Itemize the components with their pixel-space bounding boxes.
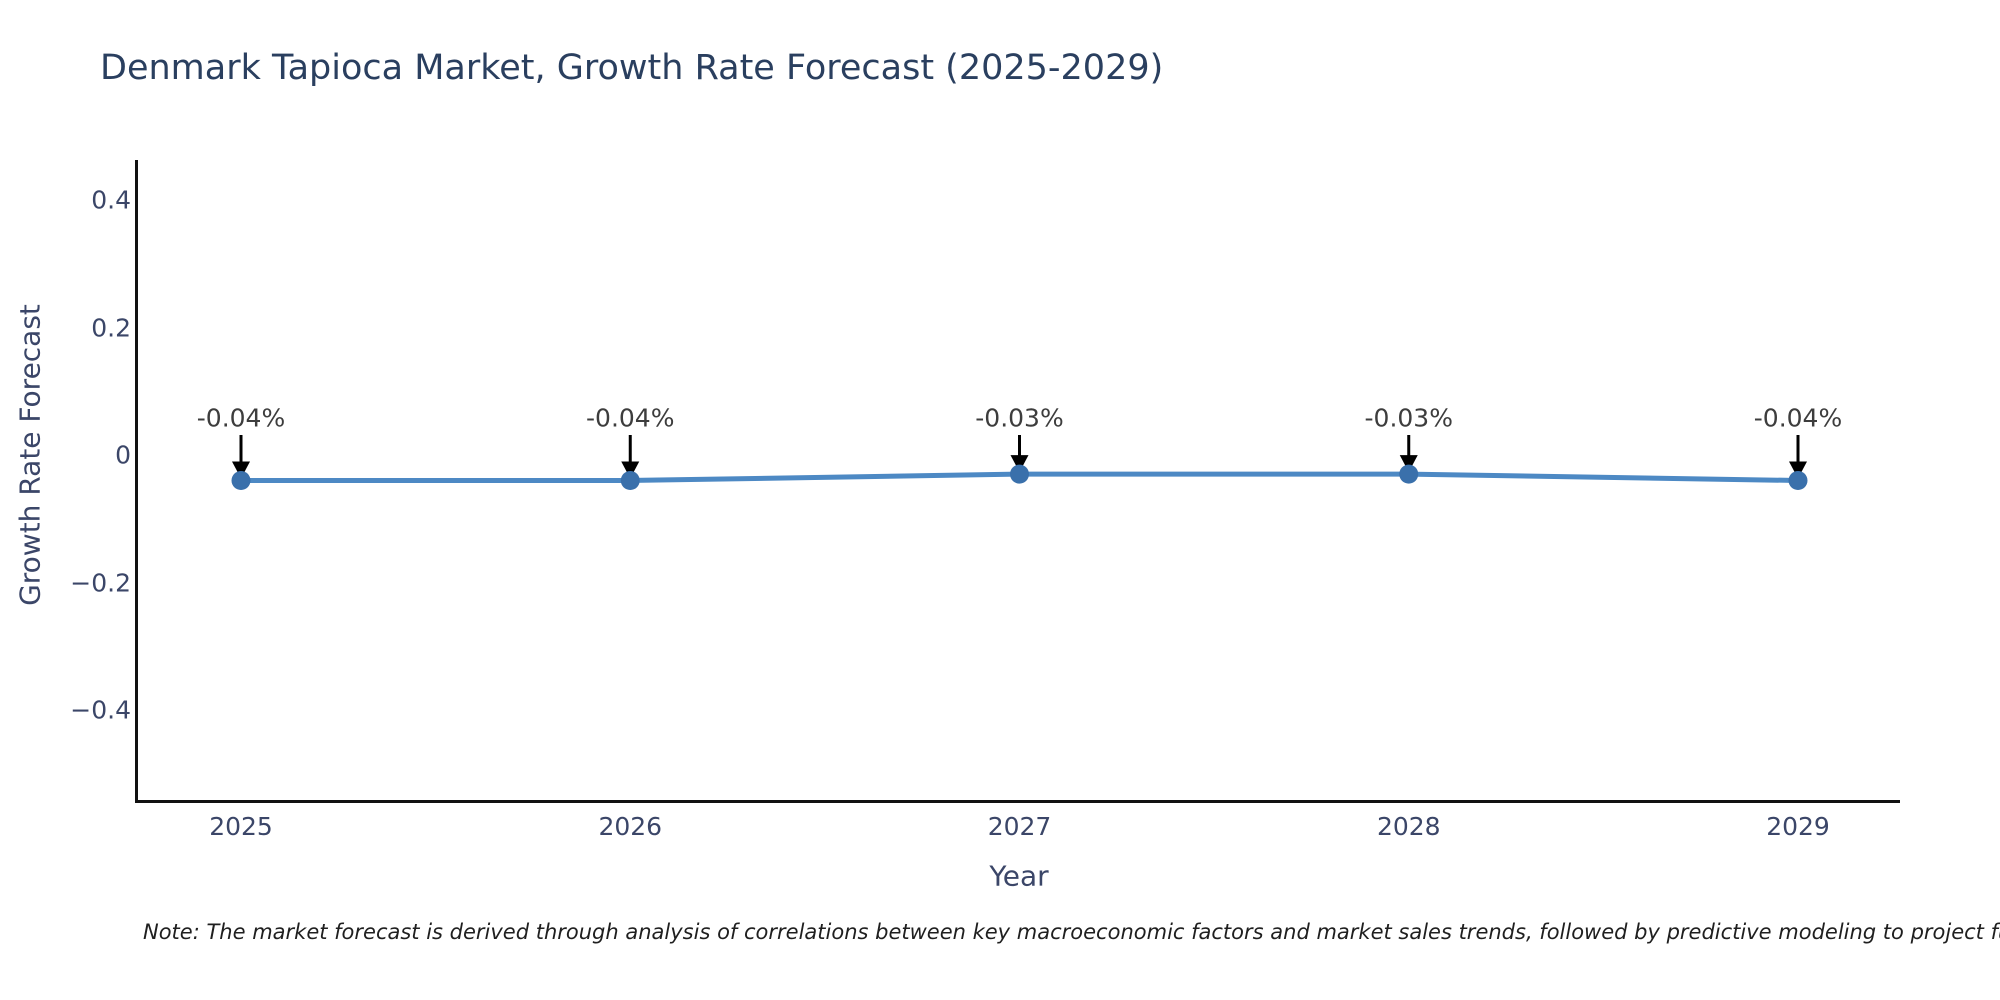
point-annotation: -0.03%	[975, 403, 1064, 433]
x-tick-label: 2025	[209, 812, 273, 841]
data-point-marker	[231, 471, 251, 490]
point-annotation: -0.03%	[1364, 403, 1453, 433]
y-tick-label: 0	[115, 440, 131, 470]
data-point-marker	[1399, 464, 1419, 484]
annotation-arrow-head	[1399, 455, 1418, 473]
x-axis-title: Year	[989, 859, 1049, 893]
x-tick-label: 2028	[1376, 812, 1441, 841]
x-tick-label: 2026	[598, 812, 663, 841]
x-axis-spine	[135, 800, 1900, 803]
point-annotation: -0.04%	[586, 403, 675, 433]
annotation-arrow-head	[1010, 455, 1029, 473]
y-tick-label: 0.4	[91, 185, 131, 215]
x-tick-label: 2029	[1766, 812, 1830, 841]
point-annotation: -0.04%	[1753, 403, 1843, 433]
annotation-arrow-head	[621, 461, 640, 479]
y-tick-label: −0.2	[70, 568, 131, 597]
x-tick-label: 2027	[987, 812, 1052, 841]
data-point-marker	[1788, 471, 1808, 490]
y-tick-label: −0.4	[70, 695, 131, 725]
y-tick-label: 0.2	[91, 313, 131, 342]
chart-title: Denmark Tapioca Market, Growth Rate Fore…	[100, 48, 1164, 88]
data-point-marker	[1010, 464, 1029, 484]
annotation-arrow-head	[1789, 461, 1807, 479]
y-axis-spine	[135, 160, 138, 803]
point-annotation: -0.04%	[196, 403, 286, 433]
data-point-marker	[620, 471, 640, 490]
footnote: Note: The market forecast is derived thr…	[143, 920, 2000, 944]
annotation-arrow-head	[232, 461, 250, 479]
